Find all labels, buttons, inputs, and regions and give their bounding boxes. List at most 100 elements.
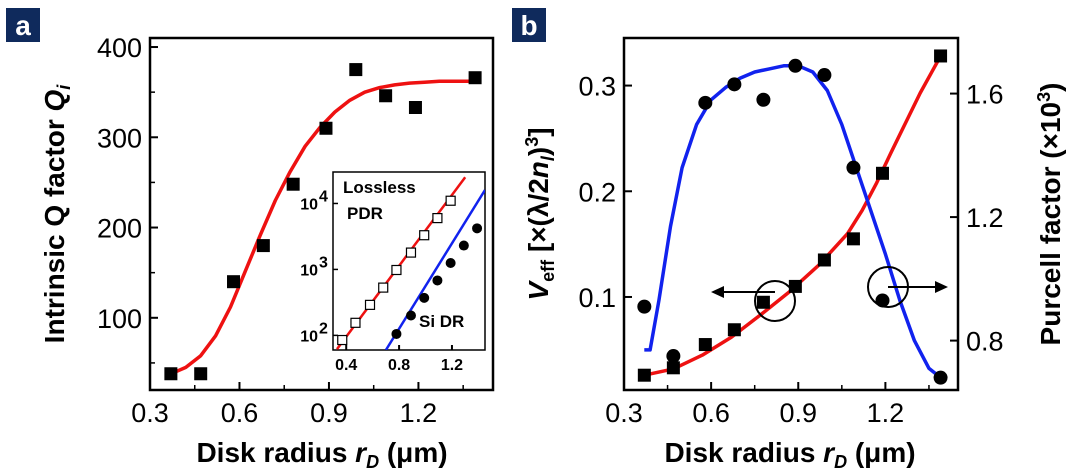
panel-label-a: a xyxy=(6,8,40,42)
arrow-right-head xyxy=(935,281,948,293)
panel-a-series-0-point-0 xyxy=(164,367,178,381)
panel-b-xtick-label-1: 0.6 xyxy=(692,398,730,428)
inset-series-0-point-3 xyxy=(378,282,389,293)
panel-b-purcell-series-0-point-0 xyxy=(637,299,652,314)
panel-b-xlabel: Disk radius rD (μm) xyxy=(664,437,915,470)
panel-b-purcell-series-0-point-6 xyxy=(817,68,832,83)
inset-series-0-point-4 xyxy=(391,264,402,276)
inset-xtick-label-0: 0.4 xyxy=(335,357,357,374)
panel-b-veff-series-0-point-1 xyxy=(666,361,680,375)
panel-label-a-bg xyxy=(6,8,40,42)
panel-b-veff-series-0-point-7 xyxy=(846,232,860,246)
panel-b-xtick-label-3: 1.2 xyxy=(867,398,905,428)
panel-label-b-bg xyxy=(512,8,546,42)
inset-series-0-point-7 xyxy=(432,212,443,224)
inset-ytick-label-0: 10 xyxy=(300,328,318,345)
inset-series-0-point-5 xyxy=(405,247,417,258)
arrow-annotation-left xyxy=(711,280,796,322)
panel-b-purcell-series-0-point-3 xyxy=(727,77,742,92)
panel-a-xtick-label-0: 0.3 xyxy=(131,398,169,428)
inset-series-1-point-2 xyxy=(419,292,430,303)
panel-b-frame xyxy=(622,36,960,392)
panel-a-xtick-label-2: 0.9 xyxy=(310,398,348,428)
panel-b-ylabel-right: Purcell factor (×103) xyxy=(1034,83,1066,346)
panel-label-b: b xyxy=(512,8,546,42)
panel-b-veff-series-0-point-3 xyxy=(727,323,741,337)
panel-label-a-text: a xyxy=(15,10,31,41)
inset-ytick-exponent-2: 4 xyxy=(319,188,328,205)
panel-b-purcell-series-0-point-9 xyxy=(933,370,948,385)
panel-a-xtick-label-1: 0.6 xyxy=(221,398,259,428)
arrow-annotation-right xyxy=(867,266,948,308)
panel-a-ytick-label-2: 300 xyxy=(97,123,142,153)
panel-b-xtick-label-2: 0.9 xyxy=(779,398,817,428)
panel-a-series-0-point-1 xyxy=(194,367,208,381)
panel-b-veff-series-0-point-4 xyxy=(756,295,770,309)
panel-a-ytick-label-0: 100 xyxy=(97,304,142,334)
panel-b-ytick-right-label-0: 0.8 xyxy=(966,327,1004,357)
panel-a-series-0-point-4 xyxy=(286,177,300,191)
inset-ytick-label-1: 10 xyxy=(300,262,318,279)
inset-series-1-point-4 xyxy=(445,258,456,269)
panel-a-series-0-point-5 xyxy=(319,121,333,135)
panel-a-ylabel: Intrinsic Q factor Qi xyxy=(39,84,74,344)
inset-ytick-label-2: 10 xyxy=(300,196,318,213)
panel-a-xtick-label-3: 1.2 xyxy=(400,398,438,428)
panel-a-series-0-point-7 xyxy=(379,89,393,103)
panel-b-veff-series-0-point-0 xyxy=(637,368,651,382)
panel-b-veff-series-0-point-9 xyxy=(934,49,948,63)
inset-annotation-pdr: PDR xyxy=(347,204,383,223)
panel-a-chart: 0.3 0.6 0.9 1.2 100 200 300 400 Disk radius rD … xyxy=(39,33,495,470)
inset-series-0-point-0 xyxy=(337,334,348,346)
panel-b-veff-series-0-point-8 xyxy=(875,166,889,180)
inset-ytick-exponent-1: 3 xyxy=(319,254,328,271)
inset-xtick-label-1: 0.8 xyxy=(388,357,410,374)
panel-a-ytick-label-1: 200 xyxy=(97,214,142,244)
arrow-left-head xyxy=(711,286,724,298)
panel-b-veff-series-0-point-5 xyxy=(788,279,802,293)
panel-b-xtick-label-0: 0.3 xyxy=(605,398,643,428)
inset-series-0-point-6 xyxy=(419,230,430,241)
panel-a-series-0-point-8 xyxy=(408,100,422,114)
panel-b-ytick-left-label-0: 0.1 xyxy=(578,283,616,313)
inset-annotation-sidr: Si DR xyxy=(419,312,464,331)
panel-a-series-0-point-3 xyxy=(256,239,270,253)
inset-xtick-label-2: 1.2 xyxy=(441,357,463,374)
panel-b-ytick-left-label-1: 0.2 xyxy=(578,177,616,207)
panel-b-purcell-series-0-point-4 xyxy=(756,92,771,107)
panel-b-purcell-series-0-point-2 xyxy=(698,95,713,110)
panel-b-purcell-series-0-point-1 xyxy=(666,349,681,364)
panel-b-ytick-right-label-2: 1.6 xyxy=(966,80,1004,110)
inset-annotation-lossless: Lossless xyxy=(343,178,416,197)
inset-ytick-exponent-0: 2 xyxy=(319,320,328,337)
panel-b-ytick-left-label-2: 0.3 xyxy=(578,72,616,102)
panel-b-chart: 0.3 0.6 0.9 1.2 0.1 0.2 0.3 0.8 1.2 1.6 Disk radi… xyxy=(522,36,1066,470)
panel-b-purcell-series-0-point-5 xyxy=(788,58,803,73)
panel-b-veff-series-0-point-6 xyxy=(817,253,831,267)
inset-series-0-point-2 xyxy=(364,299,376,310)
inset-series-1-point-0 xyxy=(391,328,402,339)
inset-fit-series-1-line xyxy=(384,189,485,350)
panel-a-series-0-point-6 xyxy=(349,63,363,77)
panel-b-veff-series-0-point-2 xyxy=(698,338,712,352)
inset-series-0-point-8 xyxy=(445,195,456,206)
panel-a-frame xyxy=(148,36,495,392)
panel-label-b-text: b xyxy=(520,10,537,41)
inset-series-1-point-5 xyxy=(458,240,469,251)
panel-b-veff-fit-series-0-line xyxy=(643,55,943,377)
panel-a-series-0-point-2 xyxy=(227,275,241,289)
panel-a-series-0-point-9 xyxy=(468,71,482,85)
panel-b-ytick-right-label-1: 1.2 xyxy=(966,203,1004,233)
panel-b-purcell-fit-series-0-line xyxy=(644,64,942,379)
inset-series-1-point-3 xyxy=(432,275,443,286)
inset-series-0-point-1 xyxy=(350,317,361,328)
inset-series-1-point-1 xyxy=(405,310,416,321)
panel-b-ylabel-left: Veff [×(λ/2nl)3] xyxy=(522,127,558,300)
panel-a-ytick-label-3: 400 xyxy=(97,33,142,63)
panel-a-xlabel: Disk radius rD (μm) xyxy=(196,437,447,470)
panel-b-purcell-series-0-point-7 xyxy=(846,160,861,175)
inset-series-1-point-6 xyxy=(472,223,483,234)
annotation-circle-left xyxy=(754,280,796,322)
